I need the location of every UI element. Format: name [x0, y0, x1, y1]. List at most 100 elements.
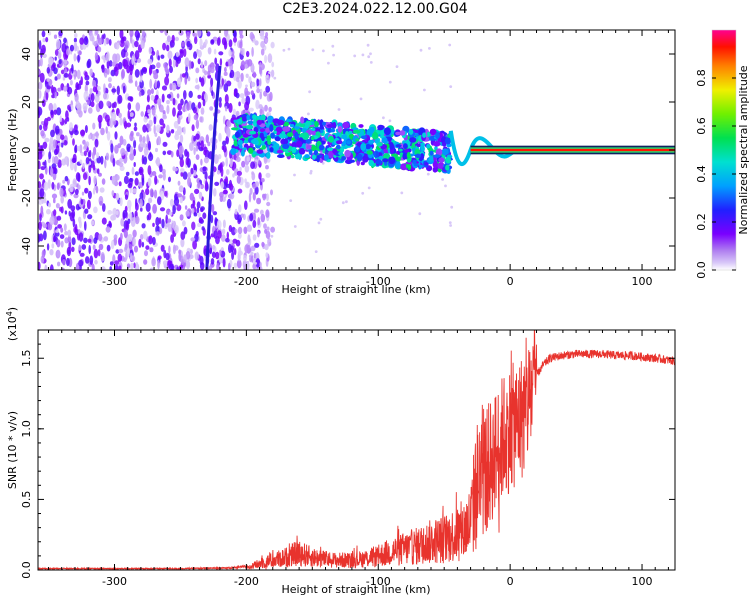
noise-mark	[155, 94, 159, 100]
noise-mark	[114, 131, 118, 140]
noise-mark	[122, 209, 128, 219]
band-mark	[272, 118, 280, 124]
band-mark	[382, 158, 389, 163]
noise-mark	[171, 34, 175, 44]
noise-mark	[165, 68, 170, 75]
noise-mark	[89, 88, 93, 95]
noise-mark	[200, 61, 204, 69]
noise-mark	[87, 214, 93, 220]
band-mark	[395, 144, 402, 148]
noise-mark	[63, 37, 67, 44]
noise-mark	[148, 235, 153, 245]
noise-mark	[166, 94, 172, 99]
noise-mark	[231, 250, 235, 260]
noise-mark	[149, 78, 153, 89]
noise-mark	[149, 66, 152, 76]
noise-mark	[137, 32, 141, 39]
noise-mark	[118, 181, 122, 187]
noise-mark	[46, 116, 52, 122]
y-tick-label: 40	[20, 47, 33, 61]
noise-mark	[119, 157, 124, 163]
noise-mark	[188, 60, 192, 70]
faint-mark	[367, 186, 371, 190]
noise-mark	[193, 163, 197, 171]
noise-mark	[78, 50, 82, 56]
noise-mark	[241, 97, 246, 104]
noise-mark	[176, 93, 180, 99]
band-mark	[295, 140, 303, 148]
noise-mark	[39, 72, 45, 83]
faint-mark	[293, 173, 296, 177]
noise-mark	[228, 39, 233, 48]
band-mark	[413, 163, 419, 167]
noise-mark	[197, 101, 202, 109]
noise-mark	[226, 198, 232, 209]
top-x-axis-label: Height of straight line (km)	[281, 283, 430, 296]
noise-mark	[140, 207, 143, 212]
noise-mark	[168, 58, 172, 68]
noise-mark	[265, 85, 271, 93]
band-mark	[360, 161, 365, 166]
noise-mark	[86, 199, 91, 210]
noise-mark	[97, 46, 102, 53]
noise-mark	[191, 221, 196, 231]
noise-mark	[92, 187, 96, 195]
noise-mark	[77, 184, 81, 190]
noise-mark	[96, 85, 101, 91]
noise-mark	[56, 107, 62, 116]
noise-mark	[172, 97, 176, 106]
noise-mark	[127, 183, 133, 189]
noise-mark	[258, 104, 263, 110]
band-mark	[341, 133, 348, 140]
faint-mark	[314, 250, 318, 254]
band-mark	[400, 163, 408, 171]
noise-mark	[249, 213, 254, 222]
noise-mark	[110, 69, 116, 77]
noise-mark	[174, 36, 179, 42]
noise-mark	[256, 197, 262, 205]
band-mark	[249, 130, 257, 135]
band-mark	[405, 161, 413, 165]
noise-mark	[45, 37, 49, 43]
noise-mark	[171, 220, 175, 228]
noise-mark	[199, 116, 203, 123]
noise-mark	[247, 59, 253, 67]
noise-mark	[268, 106, 272, 113]
noise-mark	[191, 207, 195, 214]
noise-mark	[109, 261, 114, 266]
noise-mark	[103, 57, 106, 63]
noise-mark	[49, 264, 54, 270]
noise-mark	[205, 179, 208, 190]
noise-mark	[162, 115, 167, 120]
noise-mark	[64, 231, 68, 236]
noise-mark	[103, 92, 107, 100]
noise-mark	[252, 191, 256, 201]
band-mark	[269, 124, 274, 132]
noise-mark	[100, 155, 104, 165]
noise-mark	[194, 251, 199, 261]
faint-mark	[450, 205, 454, 209]
noise-mark	[38, 200, 43, 205]
noise-mark	[40, 205, 44, 215]
band-mark	[261, 145, 267, 150]
x-tick-label: 100	[632, 275, 653, 288]
noise-mark	[76, 69, 81, 80]
noise-mark	[241, 160, 246, 168]
noise-mark	[198, 212, 201, 218]
noise-mark	[112, 157, 116, 167]
noise-mark	[79, 252, 85, 257]
noise-mark	[259, 30, 265, 37]
band-mark	[277, 154, 285, 158]
noise-mark	[162, 42, 167, 51]
scale-close: )	[6, 307, 19, 311]
noise-mark	[235, 239, 241, 247]
noise-mark	[100, 266, 106, 270]
noise-mark	[188, 113, 191, 123]
band-mark	[327, 147, 334, 152]
noise-mark	[74, 92, 79, 103]
noise-mark	[60, 240, 64, 248]
noise-mark	[62, 179, 66, 184]
noise-mark	[259, 66, 262, 75]
noise-mark	[267, 237, 272, 247]
noise-mark	[98, 100, 104, 110]
